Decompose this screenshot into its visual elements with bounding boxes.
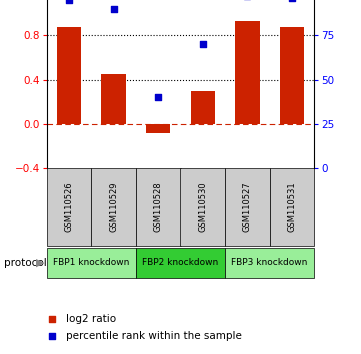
Bar — [136, 248, 225, 278]
Bar — [225, 248, 314, 278]
Text: GSM110526: GSM110526 — [65, 182, 74, 233]
Text: GSM110530: GSM110530 — [198, 182, 207, 233]
Bar — [279, 27, 304, 124]
Point — [111, 6, 117, 12]
Point — [49, 333, 55, 339]
Text: FBP2 knockdown: FBP2 knockdown — [142, 258, 219, 267]
Point — [66, 0, 72, 3]
Point — [289, 0, 295, 1]
Bar — [191, 91, 215, 124]
Text: ▶: ▶ — [36, 258, 45, 268]
Bar — [47, 248, 136, 278]
Point — [155, 95, 161, 100]
Text: log2 ratio: log2 ratio — [66, 314, 116, 324]
Bar — [47, 168, 91, 246]
Point — [200, 41, 206, 47]
Bar — [146, 124, 170, 133]
Text: GSM110528: GSM110528 — [154, 182, 163, 233]
Text: GSM110529: GSM110529 — [109, 182, 118, 232]
Text: percentile rank within the sample: percentile rank within the sample — [66, 331, 242, 341]
Bar — [57, 27, 82, 124]
Bar — [101, 74, 126, 124]
Point — [49, 316, 55, 321]
Bar — [180, 168, 225, 246]
Text: FBP1 knockdown: FBP1 knockdown — [53, 258, 130, 267]
Bar — [136, 168, 180, 246]
Bar — [270, 168, 314, 246]
Text: FBP3 knockdown: FBP3 knockdown — [231, 258, 308, 267]
Bar — [235, 21, 260, 124]
Bar — [91, 168, 136, 246]
Text: GSM110527: GSM110527 — [243, 182, 252, 233]
Text: GSM110531: GSM110531 — [287, 182, 296, 233]
Text: protocol: protocol — [4, 258, 46, 268]
Bar — [225, 168, 270, 246]
